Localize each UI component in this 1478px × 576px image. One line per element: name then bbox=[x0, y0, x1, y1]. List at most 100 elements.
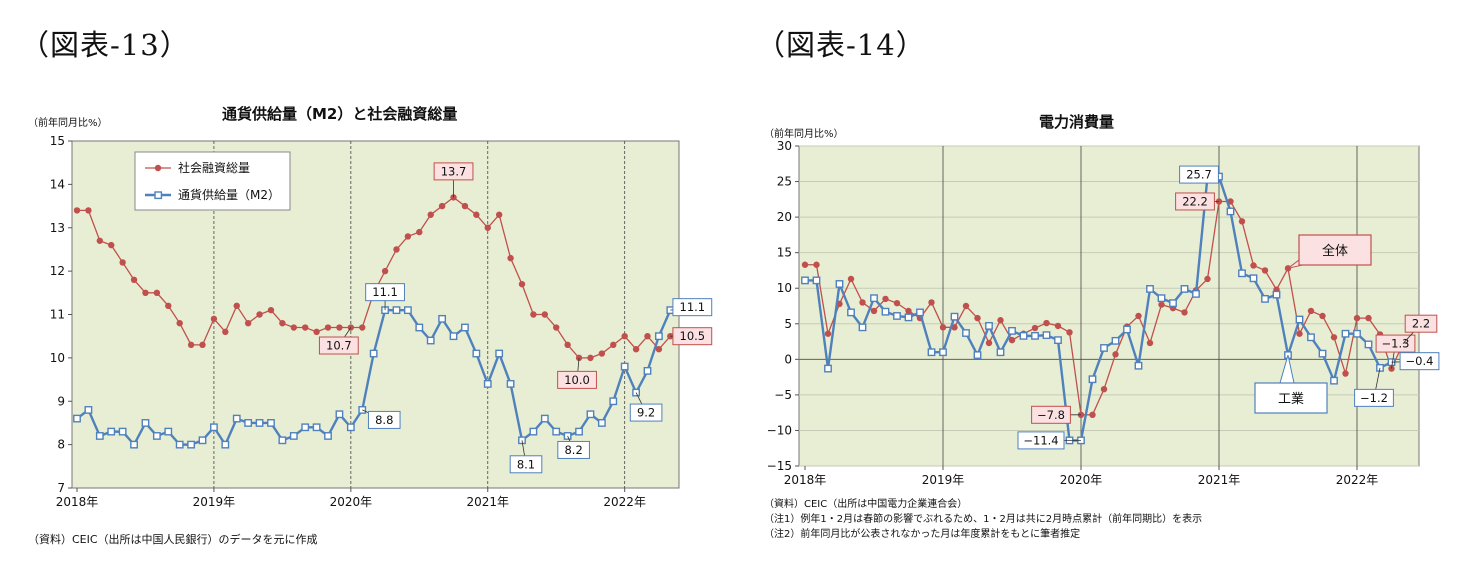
data-point-1 bbox=[552, 427, 561, 436]
data-point-0 bbox=[187, 341, 195, 349]
callout-box bbox=[318, 336, 359, 355]
data-point-1 bbox=[893, 312, 901, 320]
data-point-0 bbox=[621, 332, 628, 340]
data-point-1 bbox=[870, 294, 878, 303]
data-point-1 bbox=[73, 414, 81, 423]
y-tick-label: 30 bbox=[777, 139, 792, 153]
data-point-0 bbox=[336, 324, 343, 331]
x-tick-label: 2018年 bbox=[56, 495, 99, 509]
data-point-0 bbox=[1330, 334, 1338, 341]
chart-13-svg: 7 8 9 10 11 12 13 14 15 2018年 2019年 2020年 2021年 2022年… bbox=[50, 134, 713, 509]
data-point-1 bbox=[904, 313, 913, 322]
series-line-1 bbox=[805, 175, 1393, 442]
data-point-0 bbox=[974, 314, 981, 322]
data-point-1 bbox=[472, 349, 481, 358]
callout-label: −1.3 bbox=[1382, 337, 1410, 351]
callout-box bbox=[367, 410, 401, 429]
y-tick-label: 8 bbox=[57, 438, 65, 452]
y-tick-label: −10 bbox=[767, 423, 792, 437]
data-point-0 bbox=[484, 224, 491, 231]
data-point-0 bbox=[1066, 329, 1073, 336]
data-point-1 bbox=[835, 280, 844, 288]
data-point-0 bbox=[244, 319, 252, 327]
data-point-0 bbox=[1181, 309, 1188, 316]
chart-14-note-1: （資料）CEIC（出所は中国電力企業連合会） bbox=[764, 499, 968, 510]
data-point-1 bbox=[232, 414, 241, 423]
y-tick-label: 12 bbox=[50, 264, 65, 278]
data-point-0 bbox=[256, 311, 263, 318]
data-point-0 bbox=[404, 233, 412, 240]
data-point-0 bbox=[587, 354, 594, 362]
data-point-0 bbox=[1089, 411, 1096, 418]
data-point-0 bbox=[870, 307, 878, 315]
y-tick-label: 10 bbox=[777, 281, 792, 295]
data-point-0 bbox=[473, 211, 480, 218]
data-point-1 bbox=[575, 427, 583, 436]
callout-box bbox=[672, 298, 713, 317]
data-point-1 bbox=[369, 349, 378, 358]
data-point-1 bbox=[1295, 315, 1304, 324]
data-point-1 bbox=[1031, 331, 1039, 340]
data-point-1 bbox=[1353, 329, 1361, 338]
data-point-0 bbox=[598, 350, 606, 357]
data-point-1 bbox=[881, 307, 890, 316]
data-point-0 bbox=[165, 302, 172, 310]
data-point-0 bbox=[302, 324, 309, 331]
y-tick-label: 5 bbox=[784, 317, 792, 331]
y-tick-label: 15 bbox=[50, 134, 65, 148]
data-point-1 bbox=[312, 423, 321, 432]
data-point-1 bbox=[426, 336, 435, 345]
callout-label: 8.2 bbox=[564, 443, 582, 457]
data-point-1 bbox=[540, 414, 549, 423]
chart-13-source-note: （資料）CEIC（出所は中国人民銀行）のデータを元に作成 bbox=[28, 533, 318, 546]
data-point-0 bbox=[1296, 330, 1303, 337]
data-point-0 bbox=[905, 307, 912, 315]
data-point-0 bbox=[267, 306, 275, 314]
callout-box bbox=[1175, 192, 1215, 211]
data-point-0 bbox=[928, 299, 935, 306]
data-point-0 bbox=[1204, 275, 1211, 283]
data-point-1 bbox=[950, 312, 959, 321]
callout-box bbox=[433, 162, 474, 181]
data-point-0 bbox=[1250, 262, 1257, 269]
data-point-0 bbox=[610, 341, 617, 349]
chart-13-unit-label: （前年同月比%） bbox=[28, 118, 108, 129]
chart-14-note-3: （注2）前年同月比が公表されなかった月は年度累計をもとに筆者推定 bbox=[764, 529, 1081, 540]
x-tick-label: 2022年 bbox=[603, 495, 646, 509]
y-tick-label: 7 bbox=[57, 481, 65, 495]
callout-box bbox=[1375, 334, 1416, 353]
callout-box bbox=[365, 283, 405, 302]
data-point-1 bbox=[1261, 294, 1269, 303]
data-point-1 bbox=[198, 436, 207, 445]
data-point-1 bbox=[1146, 285, 1154, 293]
callout-label: 8.8 bbox=[375, 413, 393, 427]
y-tick-label: −15 bbox=[767, 459, 792, 473]
data-point-1 bbox=[118, 427, 127, 436]
data-point-0 bbox=[1365, 314, 1372, 322]
data-point-1 bbox=[586, 410, 595, 419]
data-point-0 bbox=[279, 319, 286, 327]
data-point-1 bbox=[175, 440, 184, 449]
callout-box bbox=[1017, 431, 1065, 450]
data-point-0 bbox=[96, 237, 104, 244]
data-point-1 bbox=[130, 440, 138, 449]
chart-14-unit-label: （前年同月比%） bbox=[764, 129, 844, 140]
data-point-1 bbox=[221, 440, 230, 449]
data-point-0 bbox=[495, 211, 503, 218]
callout-box bbox=[1031, 405, 1071, 424]
callout-label: 9.2 bbox=[637, 406, 655, 420]
data-point-1 bbox=[824, 364, 832, 373]
data-point-0 bbox=[416, 228, 423, 236]
data-point-1 bbox=[973, 351, 982, 359]
data-point-1 bbox=[643, 366, 652, 375]
data-point-1 bbox=[1226, 207, 1235, 216]
data-point-1 bbox=[1054, 336, 1062, 345]
data-point-0 bbox=[461, 202, 469, 210]
data-point-0 bbox=[813, 261, 820, 268]
y-tick-label: 14 bbox=[50, 177, 65, 191]
data-point-0 bbox=[962, 302, 970, 310]
data-point-1 bbox=[1249, 274, 1258, 283]
data-point-1 bbox=[962, 329, 970, 337]
data-point-0 bbox=[1261, 267, 1269, 274]
data-point-0 bbox=[859, 299, 866, 306]
